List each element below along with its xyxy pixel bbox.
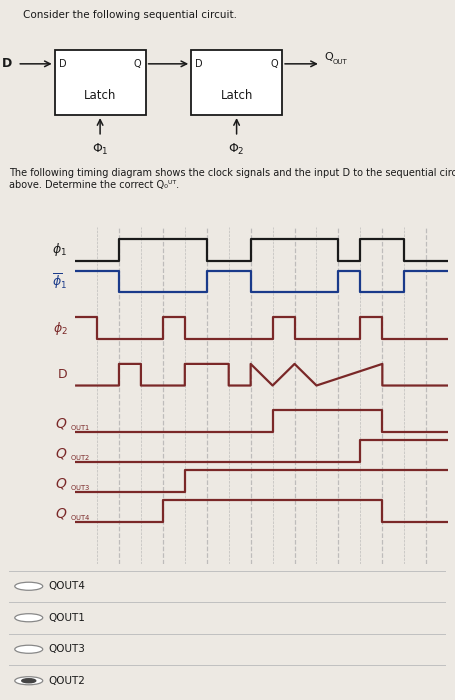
Text: Q: Q: [324, 52, 333, 62]
Text: The following timing diagram shows the clock signals and the input D to the sequ: The following timing diagram shows the c…: [9, 168, 455, 190]
Text: OUT: OUT: [332, 59, 347, 65]
Text: D: D: [196, 59, 203, 69]
Circle shape: [15, 582, 43, 590]
Text: D: D: [58, 368, 67, 382]
Text: QOUT1: QOUT1: [48, 612, 85, 623]
Circle shape: [22, 679, 36, 682]
Text: $Q$: $Q$: [55, 476, 67, 491]
Circle shape: [15, 677, 43, 685]
Text: QOUT2: QOUT2: [48, 676, 85, 686]
Text: Latch: Latch: [84, 88, 116, 102]
Text: D: D: [59, 59, 66, 69]
Text: $Q$: $Q$: [55, 506, 67, 521]
Text: $\phi_1$: $\phi_1$: [52, 241, 67, 258]
Text: $_{\mathrm{OUT4}}$: $_{\mathrm{OUT4}}$: [70, 513, 90, 524]
Text: $_{\mathrm{OUT2}}$: $_{\mathrm{OUT2}}$: [70, 454, 90, 463]
Text: $Q$: $Q$: [55, 416, 67, 431]
Text: $\Phi_2$: $\Phi_2$: [228, 142, 245, 158]
Text: $_{\mathrm{OUT1}}$: $_{\mathrm{OUT1}}$: [70, 424, 90, 433]
Text: $\Phi_1$: $\Phi_1$: [92, 142, 108, 158]
Text: $Q$: $Q$: [55, 446, 67, 461]
Bar: [191, 50, 282, 116]
Text: $_{\mathrm{OUT3}}$: $_{\mathrm{OUT3}}$: [70, 483, 90, 493]
Circle shape: [15, 645, 43, 653]
Text: Consider the following sequential circuit.: Consider the following sequential circui…: [23, 10, 237, 20]
Text: D: D: [2, 57, 12, 70]
Text: Q: Q: [270, 59, 278, 69]
Text: QOUT4: QOUT4: [48, 581, 85, 592]
Text: Latch: Latch: [220, 88, 253, 102]
Text: $\phi_2$: $\phi_2$: [52, 320, 67, 337]
Circle shape: [15, 614, 43, 622]
Text: Q: Q: [134, 59, 141, 69]
Text: QOUT3: QOUT3: [48, 644, 85, 654]
Text: $\overline{\phi}_1$: $\overline{\phi}_1$: [52, 272, 67, 291]
Bar: [55, 50, 146, 116]
